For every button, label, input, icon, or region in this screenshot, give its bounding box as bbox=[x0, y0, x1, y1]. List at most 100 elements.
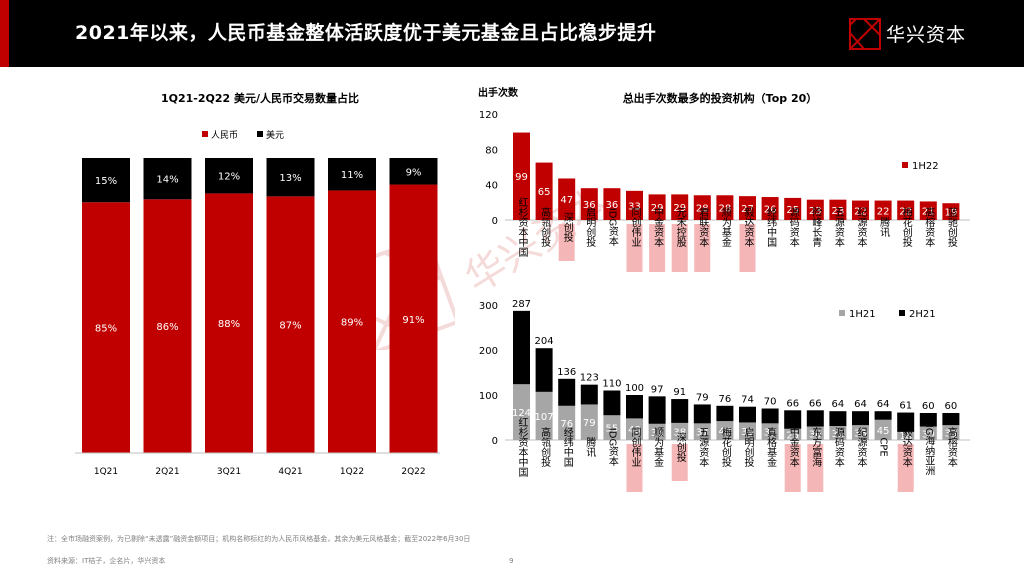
chart2-data-label-0: 99 bbox=[515, 172, 528, 183]
chart1-tick-label-3: 4Q21 bbox=[278, 467, 302, 477]
chart2-ytick-2: 80 bbox=[485, 145, 498, 156]
chart1-data-label-rmb-4: 89% bbox=[341, 318, 363, 329]
chart3-tick-label-1: 高瓴创投 bbox=[539, 426, 551, 468]
chart1-bar-rmb-4 bbox=[328, 190, 376, 453]
chart2-tick-label-12: 源码资本 bbox=[787, 206, 799, 248]
chart3-total-label-13: 66 bbox=[809, 398, 822, 409]
chart3-data-label-1h21-8: 37 bbox=[696, 428, 709, 439]
chart3-data-label-1h21-14: 31 bbox=[832, 429, 845, 440]
chart2-title: 总出手次数最多的投资机构（Top 20） bbox=[623, 91, 818, 105]
chart3-total-label-0: 287 bbox=[512, 299, 531, 310]
chart2-tick-label-16: 腾讯 bbox=[878, 216, 890, 238]
chart1-data-label-usd-3: 13% bbox=[279, 173, 301, 184]
chart2-tick-label-2: 深创投 bbox=[561, 212, 573, 243]
chart3-data-label-1h21-1: 107 bbox=[535, 412, 554, 423]
chart3-bar-1h21-4 bbox=[603, 415, 621, 440]
chart3-data-label-1h21-19: 33 bbox=[945, 429, 958, 440]
chart2-highlight-8 bbox=[694, 224, 711, 272]
chart3-bar-2h21-1 bbox=[535, 348, 553, 392]
chart2-data-label-11: 26 bbox=[764, 205, 777, 216]
chart3-bar-1h21-2 bbox=[558, 405, 576, 440]
chart2-bar-8 bbox=[693, 195, 711, 220]
chart2-tick-label-19: 蓝驰创投 bbox=[945, 207, 957, 248]
chart2-data-label-14: 23 bbox=[832, 206, 845, 217]
chart1-data-label-usd-0: 15% bbox=[95, 176, 117, 187]
chart3-data-label-1h21-9: 42 bbox=[719, 427, 732, 438]
chart3-tick-label-0: 红杉资本中国 bbox=[516, 416, 528, 478]
chart3-data-label-1h21-0: 124 bbox=[512, 408, 531, 419]
chart3-tick-label-6: 顺为基金 bbox=[652, 427, 664, 467]
chart3-bar-1h21-10 bbox=[739, 422, 756, 440]
chart3-highlight-5 bbox=[626, 444, 643, 492]
chart1-legend-swatch-1 bbox=[257, 131, 263, 137]
chart3-bar-1h21-3 bbox=[580, 404, 598, 440]
chart3-total-label-16: 64 bbox=[877, 399, 890, 410]
chart3-total-label-5: 100 bbox=[625, 383, 644, 394]
chart3-data-label-1h21-10: 39 bbox=[741, 427, 754, 438]
chart2-tick-label-5: 同创伟业 bbox=[629, 207, 641, 247]
logo-text: 华兴资本 bbox=[886, 24, 967, 46]
chart2-ytick-0: 0 bbox=[492, 216, 498, 227]
chart3-bar-2h21-13 bbox=[806, 410, 824, 427]
chart2-ytick-1: 40 bbox=[485, 181, 498, 192]
chart1-data-label-usd-4: 11% bbox=[341, 170, 363, 181]
chart1-tick-label-0: 1Q21 bbox=[94, 467, 118, 477]
chart3-data-label-1h21-17: 18 bbox=[899, 431, 912, 442]
chart1-data-label-rmb-5: 91% bbox=[402, 315, 424, 326]
chart3-bar-2h21-9 bbox=[716, 405, 734, 422]
chart3-tick-label-13: 东方富海 bbox=[810, 426, 822, 468]
chart3-tick-label-9: 梅花创投 bbox=[719, 426, 731, 468]
chart3-highlight-13 bbox=[807, 444, 824, 492]
chart1-data-label-usd-2: 12% bbox=[218, 172, 240, 183]
chart3-total-label-1: 204 bbox=[535, 336, 554, 347]
chart3-bar-1h21-8 bbox=[693, 423, 711, 440]
chart2-bar-10 bbox=[739, 196, 756, 220]
chart1-legend-swatch-0 bbox=[202, 131, 208, 137]
title-bar: 2021年以来，人民币基金整体活跃度优于美元基金且占比稳步提升 华兴资本 bbox=[0, 0, 1024, 67]
chart3-total-label-9: 76 bbox=[719, 394, 732, 405]
chart3-bar-1h21-17 bbox=[897, 431, 915, 440]
chart3-data-label-1h21-11: 37 bbox=[764, 428, 777, 439]
chart1-data-label-usd-1: 14% bbox=[156, 175, 178, 186]
chart2-bar-9 bbox=[716, 195, 734, 220]
chart2-data-label-5: 33 bbox=[628, 201, 641, 212]
chart3-ytick-1: 100 bbox=[479, 391, 498, 402]
chart1-bar-rmb-5 bbox=[389, 184, 438, 454]
chart3-bar-1h21-16 bbox=[874, 419, 892, 440]
chart2-data-label-16: 22 bbox=[877, 206, 890, 217]
chart2-highlight-6 bbox=[649, 224, 666, 272]
company-logo: 华兴资本 bbox=[848, 14, 983, 54]
chart2-highlight-10 bbox=[739, 224, 756, 272]
chart2-bar-1 bbox=[535, 162, 553, 220]
chart2-ylabel: 出手次数 bbox=[478, 86, 519, 99]
chart1-bar-usd-2 bbox=[205, 158, 253, 194]
chart3-tick-label-16: CPE bbox=[878, 437, 889, 456]
chart3-bar-1h21-15 bbox=[852, 425, 869, 440]
chart3-total-label-19: 60 bbox=[945, 401, 958, 412]
chart3-total-label-12: 66 bbox=[786, 398, 799, 409]
chart3-legend-swatch-2h21 bbox=[899, 310, 905, 316]
chart2-tick-label-7: 元禾控股 bbox=[674, 207, 686, 248]
chart3-bar-1h21-18 bbox=[919, 426, 937, 440]
chart1-bar-usd-3 bbox=[266, 158, 315, 197]
chart2-data-label-8: 28 bbox=[696, 204, 709, 215]
chart3-bar-2h21-15 bbox=[852, 411, 869, 426]
chart3-tick-label-11: 真格基金 bbox=[765, 426, 777, 467]
chart2-data-label-17: 22 bbox=[899, 206, 912, 217]
chart1-bar-usd-4 bbox=[328, 158, 376, 191]
chart3-bar-1h21-13 bbox=[806, 426, 824, 440]
chart3-tick-label-10: 启明创投 bbox=[742, 426, 754, 468]
chart2-tick-label-14: 五源资本 bbox=[832, 207, 844, 248]
chart1-bar-rmb-3 bbox=[266, 196, 315, 453]
chart1-tick-label-1: 2Q21 bbox=[155, 467, 179, 477]
chart3-data-label-1h21-12: 25 bbox=[786, 430, 799, 441]
chart3-bar-1h21-5 bbox=[626, 418, 643, 440]
chart2-data-label-18: 21 bbox=[922, 207, 935, 218]
chart3-bar-2h21-10 bbox=[739, 406, 756, 423]
chart2-tick-label-4: IDG资本 bbox=[606, 208, 618, 247]
chart2-bar-2 bbox=[558, 178, 576, 220]
chart2-data-label-2: 47 bbox=[560, 195, 573, 206]
chart2-data-label-6: 29 bbox=[651, 203, 664, 214]
chart2-data-label-3: 36 bbox=[583, 200, 596, 211]
